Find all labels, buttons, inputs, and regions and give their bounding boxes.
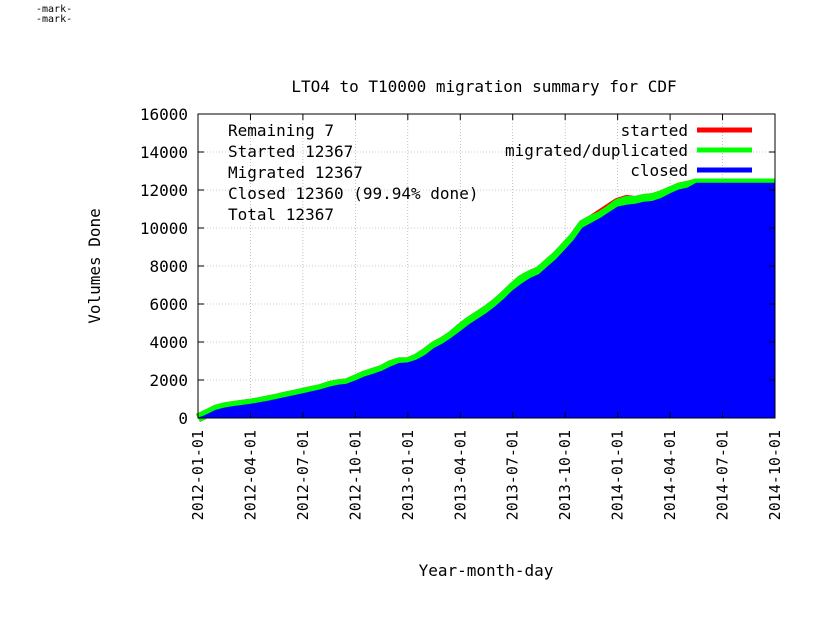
x-axis-ticks: 2012-01-01 2012-04-01 2012-07-01 2012-10-01… bbox=[189, 114, 784, 520]
series-migrated-line bbox=[195, 178, 775, 423]
x-tick-label: 2013-10-01 bbox=[556, 430, 574, 520]
x-tick-label: 2013-01-01 bbox=[399, 430, 417, 520]
header-mark: -mark- bbox=[36, 4, 73, 15]
y-tick-label: 14000 bbox=[140, 143, 188, 162]
y-tick-label: 4000 bbox=[149, 333, 188, 352]
y-tick-label: 10000 bbox=[140, 219, 188, 238]
summary-box: Remaining 7 Started 12367 Migrated 12367 Cl… bbox=[228, 121, 478, 224]
y-tick-label: 8000 bbox=[149, 257, 188, 276]
series-closed-area bbox=[197, 182, 776, 419]
x-tick-label: 2014-01-01 bbox=[609, 430, 627, 520]
y-tick-label: 12000 bbox=[140, 181, 188, 200]
x-tick-label: 2012-10-01 bbox=[346, 430, 364, 520]
y-tick-label: 16000 bbox=[140, 105, 188, 124]
chart-title: LTO4 to T10000 migration summary for CDF bbox=[291, 77, 676, 96]
x-tick-label: 2014-04-01 bbox=[661, 430, 679, 520]
x-tick-label: 2012-01-01 bbox=[189, 430, 207, 520]
legend-label: closed bbox=[630, 161, 688, 180]
x-tick-label: 2013-04-01 bbox=[451, 430, 469, 520]
x-tick-label: 2014-07-01 bbox=[714, 430, 732, 520]
summary-line: Closed 12360 (99.94% done) bbox=[228, 184, 478, 203]
x-tick-label: 2012-07-01 bbox=[294, 430, 312, 520]
y-axis-label: Volumes Done bbox=[85, 208, 104, 324]
y-tick-label: 2000 bbox=[149, 371, 188, 390]
summary-line: Started 12367 bbox=[228, 142, 353, 161]
summary-line: Remaining 7 bbox=[228, 121, 334, 140]
y-tick-label: 0 bbox=[178, 409, 188, 428]
x-tick-label: 2012-04-01 bbox=[241, 430, 259, 520]
x-tick-label: 2013-07-01 bbox=[504, 430, 522, 520]
x-tick-label: 2014-10-01 bbox=[766, 430, 784, 520]
header-mark: -mark- bbox=[36, 14, 73, 25]
y-axis-ticks: 0 2000 4000 6000 8000 10000 12000 14000 16000 bbox=[140, 105, 775, 428]
x-axis-label: Year-month-day bbox=[419, 561, 554, 580]
summary-line: Migrated 12367 bbox=[228, 163, 363, 182]
plot-areas bbox=[195, 178, 776, 423]
legend-label: started bbox=[621, 121, 688, 140]
y-tick-label: 6000 bbox=[149, 295, 188, 314]
summary-line: Total 12367 bbox=[228, 205, 334, 224]
header-marks: -mark- -mark- bbox=[36, 5, 72, 25]
plot-border bbox=[197, 113, 776, 419]
legend-label: migrated/duplicated bbox=[505, 141, 688, 160]
